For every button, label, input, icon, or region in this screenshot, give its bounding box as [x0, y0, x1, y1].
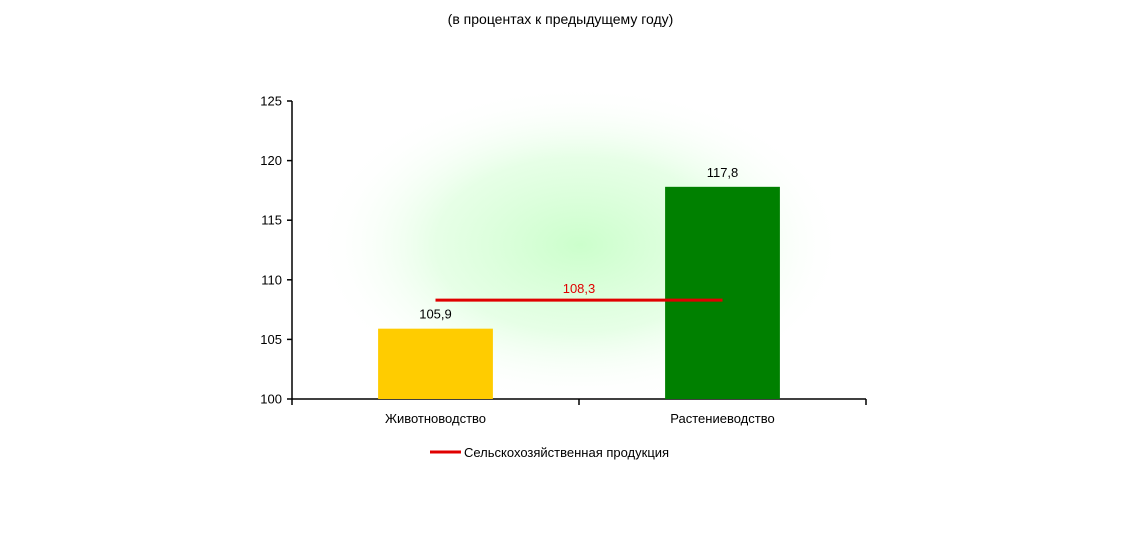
bar-1: [378, 328, 493, 399]
x-category-label: Животноводство: [385, 411, 486, 426]
y-tick-label: 105: [260, 332, 282, 347]
chart-subtitle: (в процентах к предыдущему году): [447, 11, 674, 27]
y-tick-label: 100: [260, 392, 282, 407]
y-tick-label: 110: [261, 272, 282, 287]
bar-2: [665, 186, 780, 399]
bar-value-label: 105,9: [419, 307, 452, 322]
x-category-label: Растениеводство: [670, 411, 774, 426]
y-tick-label: 120: [260, 153, 282, 168]
reference-line-value-label: 108,3: [563, 281, 596, 296]
y-tick-label: 125: [260, 94, 282, 109]
bar-value-label: 117,8: [707, 165, 739, 180]
legend-label: Сельскохозяйственная продукция: [464, 445, 669, 460]
y-tick-label: 115: [261, 213, 282, 228]
